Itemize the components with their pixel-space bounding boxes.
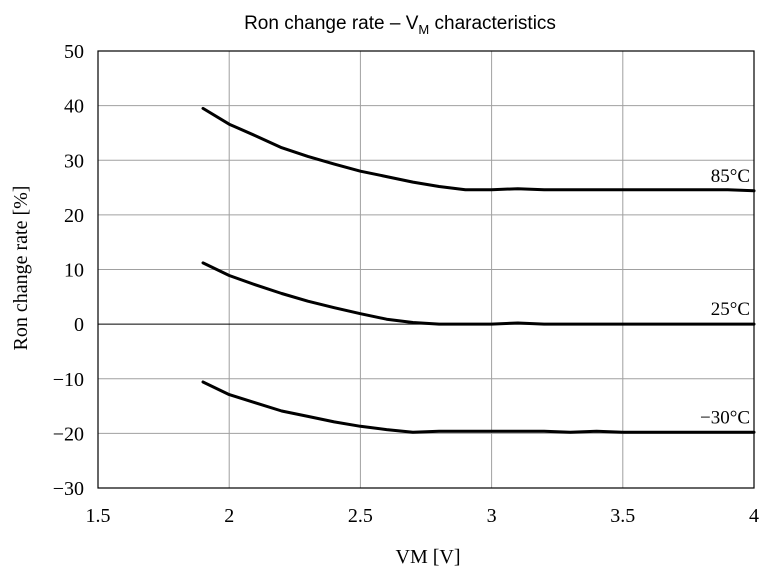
x-tick-label: 1.5 [86, 505, 111, 527]
series-label: 85°C [711, 166, 750, 187]
chart-title-rest: characteristics [429, 13, 556, 34]
chart-title: Ron change rate – VM characteristics [244, 13, 556, 37]
x-tick-labels: 1.5 2 2.5 3 3.5 4 [86, 505, 760, 527]
y-tick-label: 10 [64, 260, 84, 282]
x-tick-label: 2 [224, 505, 234, 527]
grid-lines [98, 51, 754, 488]
series-line [201, 380, 756, 434]
y-tick-label: −20 [53, 423, 84, 445]
x-tick-label: 4 [749, 505, 759, 527]
y-tick-label: 20 [64, 205, 84, 227]
y-tick-label: 50 [64, 41, 84, 63]
x-tick-label: 3.5 [610, 505, 635, 527]
series-line [201, 106, 756, 193]
series-label: 25°C [711, 299, 750, 320]
series-line [201, 261, 756, 326]
y-tick-label: −30 [53, 478, 84, 500]
y-tick-label: 0 [74, 314, 84, 336]
y-tick-labels: 50 40 30 20 10 0 −10 −20 −30 [53, 41, 84, 500]
chart-title-subscript: M [418, 22, 429, 37]
y-tick-label: 40 [64, 96, 84, 118]
x-tick-label: 2.5 [348, 505, 373, 527]
plot-frame [97, 50, 755, 489]
y-axis-label: Ron change rate [%] [10, 186, 32, 351]
series-label: −30°C [700, 407, 750, 428]
series-lines [201, 106, 756, 434]
chart-title-main: Ron change rate – V [244, 13, 419, 34]
series-labels: 85°C 25°C −30°C [700, 166, 750, 428]
x-tick-label: 3 [487, 505, 497, 527]
y-tick-label: 30 [64, 150, 84, 172]
x-axis-label: VM [V] [396, 546, 461, 568]
y-tick-label: −10 [53, 369, 84, 391]
